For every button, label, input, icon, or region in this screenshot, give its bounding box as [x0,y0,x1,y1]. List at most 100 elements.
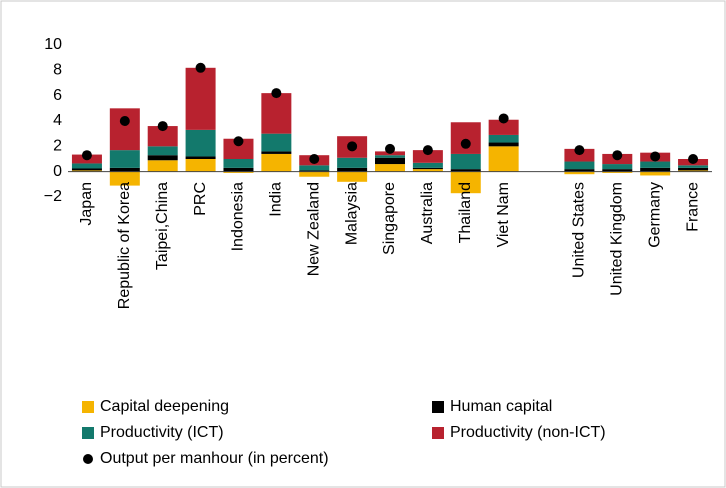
output-dot [347,141,358,152]
output-dot [385,143,395,154]
bar-segment [147,126,178,147]
bar-segment [109,171,140,186]
x-tick-label: India [268,182,285,217]
x-tick-label: Japan [78,182,95,226]
bar-segment [147,160,178,172]
bar-segment [488,119,519,135]
bar-segment [337,167,368,172]
bar-segment [564,161,595,170]
bar-segment [185,67,216,130]
bar-segment [71,168,102,171]
bar-segment [412,162,443,168]
x-tick-label: United States [571,182,588,278]
x-tick-label: Australia [419,182,436,244]
legend-label: Productivity (ICT) [100,424,224,441]
y-tick-label: 2 [53,138,62,155]
bar-segment [602,164,633,170]
legend-marker [432,427,444,439]
bar-segment [450,169,481,172]
bar-segment [450,171,481,194]
output-dot [233,136,244,147]
bar-segment [678,170,709,172]
legend-label: Productivity (non-ICT) [450,424,606,441]
output-dot [119,116,130,126]
bar-segment [147,155,178,161]
legend-marker [82,401,94,413]
legend-label: Capital deepening [100,398,229,415]
bar-segment [337,157,368,168]
bar-segment [299,165,330,171]
legend-marker [83,454,93,464]
bar-segment [640,161,671,168]
bar-segment [678,167,709,171]
legend-label: Human capital [450,398,552,415]
x-tick-label: Republic of Korea [116,182,133,309]
bar-segment [564,148,595,162]
output-dot [574,145,585,156]
bar-segment [564,169,595,172]
x-tick-label: Singapore [381,182,398,255]
bar-segment [412,169,443,172]
bar-segment [602,171,633,173]
bar-segment [375,155,405,158]
x-tick-label: United Kingdom [609,182,626,296]
output-dot [498,113,509,124]
bar-segment [640,171,671,176]
output-dot [195,62,206,73]
y-tick-label: −2 [44,188,62,205]
output-dot [688,154,699,164]
bar-segment [185,159,216,172]
x-tick-label: Thailand [457,182,474,243]
output-dot [157,121,168,132]
bar-segment [185,156,216,159]
bar-segment [223,171,254,173]
x-tick-label: Viet Nam [495,182,512,248]
x-tick-label: Indonesia [230,182,247,251]
output-dot [460,138,471,149]
bar-segment [71,170,102,172]
bar-segment [185,129,216,157]
bar-segment [223,167,254,172]
bar-segment [147,146,178,156]
bar-segment [299,170,330,172]
bar-segment [109,108,140,151]
bar-segment [109,167,140,172]
output-dot [81,150,92,161]
bar-segment [109,150,140,168]
bar-segment [71,163,102,169]
legend-marker [432,401,444,413]
legend-label: Output per manhour (in percent) [100,450,329,467]
bar-segment [375,164,405,172]
bar-segment [261,151,292,154]
bar-segment [299,171,330,177]
x-tick-label: New Zealand [305,182,322,276]
bar-segment [602,169,633,172]
y-tick-label: 6 [53,87,62,104]
bar-segment [223,159,254,168]
bar-segment [412,167,443,170]
bar-segment [337,171,368,182]
bar-segment [223,138,254,159]
x-tick-label: Malaysia [343,182,360,245]
bar-segment [640,167,671,172]
bar-segment [564,171,595,175]
bar-segment [375,157,405,165]
bar-segment [488,142,519,147]
bar-segment [450,153,481,170]
bar-segment [412,150,443,163]
output-dot [612,150,623,161]
y-tick-label: 4 [53,112,62,129]
bar-segment [488,146,519,172]
output-dot [309,154,320,164]
x-tick-label: Taipei,China [154,182,171,270]
legend-marker [82,427,94,439]
x-tick-label: PRC [192,182,209,216]
y-tick-label: 10 [44,36,62,53]
y-tick-label: 0 [53,163,62,180]
x-tick-label: France [684,182,701,232]
bar-segment [261,153,292,172]
y-tick-label: 8 [53,62,62,79]
bar-segment [261,133,292,152]
bar-segment [261,93,292,134]
